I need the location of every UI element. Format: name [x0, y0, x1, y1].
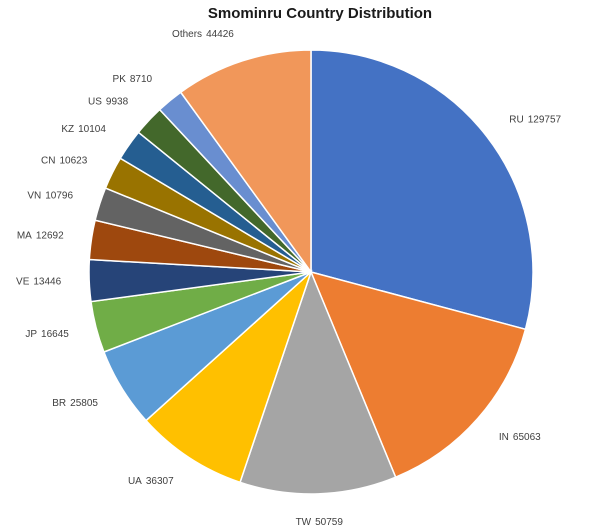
label-category: RU — [509, 114, 523, 125]
label-category: IN — [499, 432, 509, 443]
data-label: RU 129757 — [509, 114, 561, 125]
label-value: 10796 — [45, 190, 73, 201]
data-label: JP 16645 — [25, 329, 69, 340]
data-label: VN 10796 — [27, 190, 73, 201]
label-value: 9938 — [106, 96, 129, 107]
label-value: 65063 — [513, 432, 541, 443]
label-value: 50759 — [315, 517, 343, 526]
label-value: 44426 — [206, 29, 234, 40]
label-category: PK — [113, 74, 127, 85]
pie-slice — [239, 269, 397, 495]
pie-slice — [310, 49, 534, 331]
data-label: UA 36307 — [128, 476, 174, 487]
data-label: Others 44426 — [172, 29, 234, 40]
label-category: MA — [17, 230, 32, 241]
pie-slice — [179, 49, 312, 275]
data-label: TW 50759 — [296, 517, 344, 526]
label-category: VN — [27, 190, 41, 201]
data-label: BR 25805 — [52, 397, 98, 408]
label-value: 16645 — [41, 329, 69, 340]
label-value: 129757 — [528, 114, 562, 125]
label-value: 8710 — [130, 74, 153, 85]
label-value: 10623 — [59, 155, 87, 166]
label-category: BR — [52, 397, 66, 408]
pie-slice — [309, 270, 527, 479]
label-category: UA — [128, 476, 142, 487]
data-label: MA 12692 — [17, 230, 64, 241]
chart-title: Smominru Country Distribution — [208, 5, 432, 22]
label-category: Others — [172, 29, 202, 40]
label-value: 25805 — [70, 397, 98, 408]
data-label: VE 13446 — [16, 276, 62, 287]
data-label: PK 8710 — [113, 74, 153, 85]
label-category: KZ — [61, 124, 74, 135]
label-value: 10104 — [78, 124, 106, 135]
label-category: US — [88, 96, 102, 107]
label-value: 36307 — [146, 476, 174, 487]
label-category: VE — [16, 276, 30, 287]
label-value: 13446 — [33, 276, 61, 287]
label-category: TW — [296, 517, 312, 526]
data-label: US 9938 — [88, 96, 129, 107]
label-category: JP — [25, 329, 37, 340]
data-label: CN 10623 — [41, 155, 88, 166]
data-label: KZ 10104 — [61, 124, 106, 135]
data-label: IN 65063 — [499, 432, 541, 443]
label-value: 12692 — [36, 230, 64, 241]
label-category: CN — [41, 155, 55, 166]
pie-slice — [144, 269, 313, 484]
